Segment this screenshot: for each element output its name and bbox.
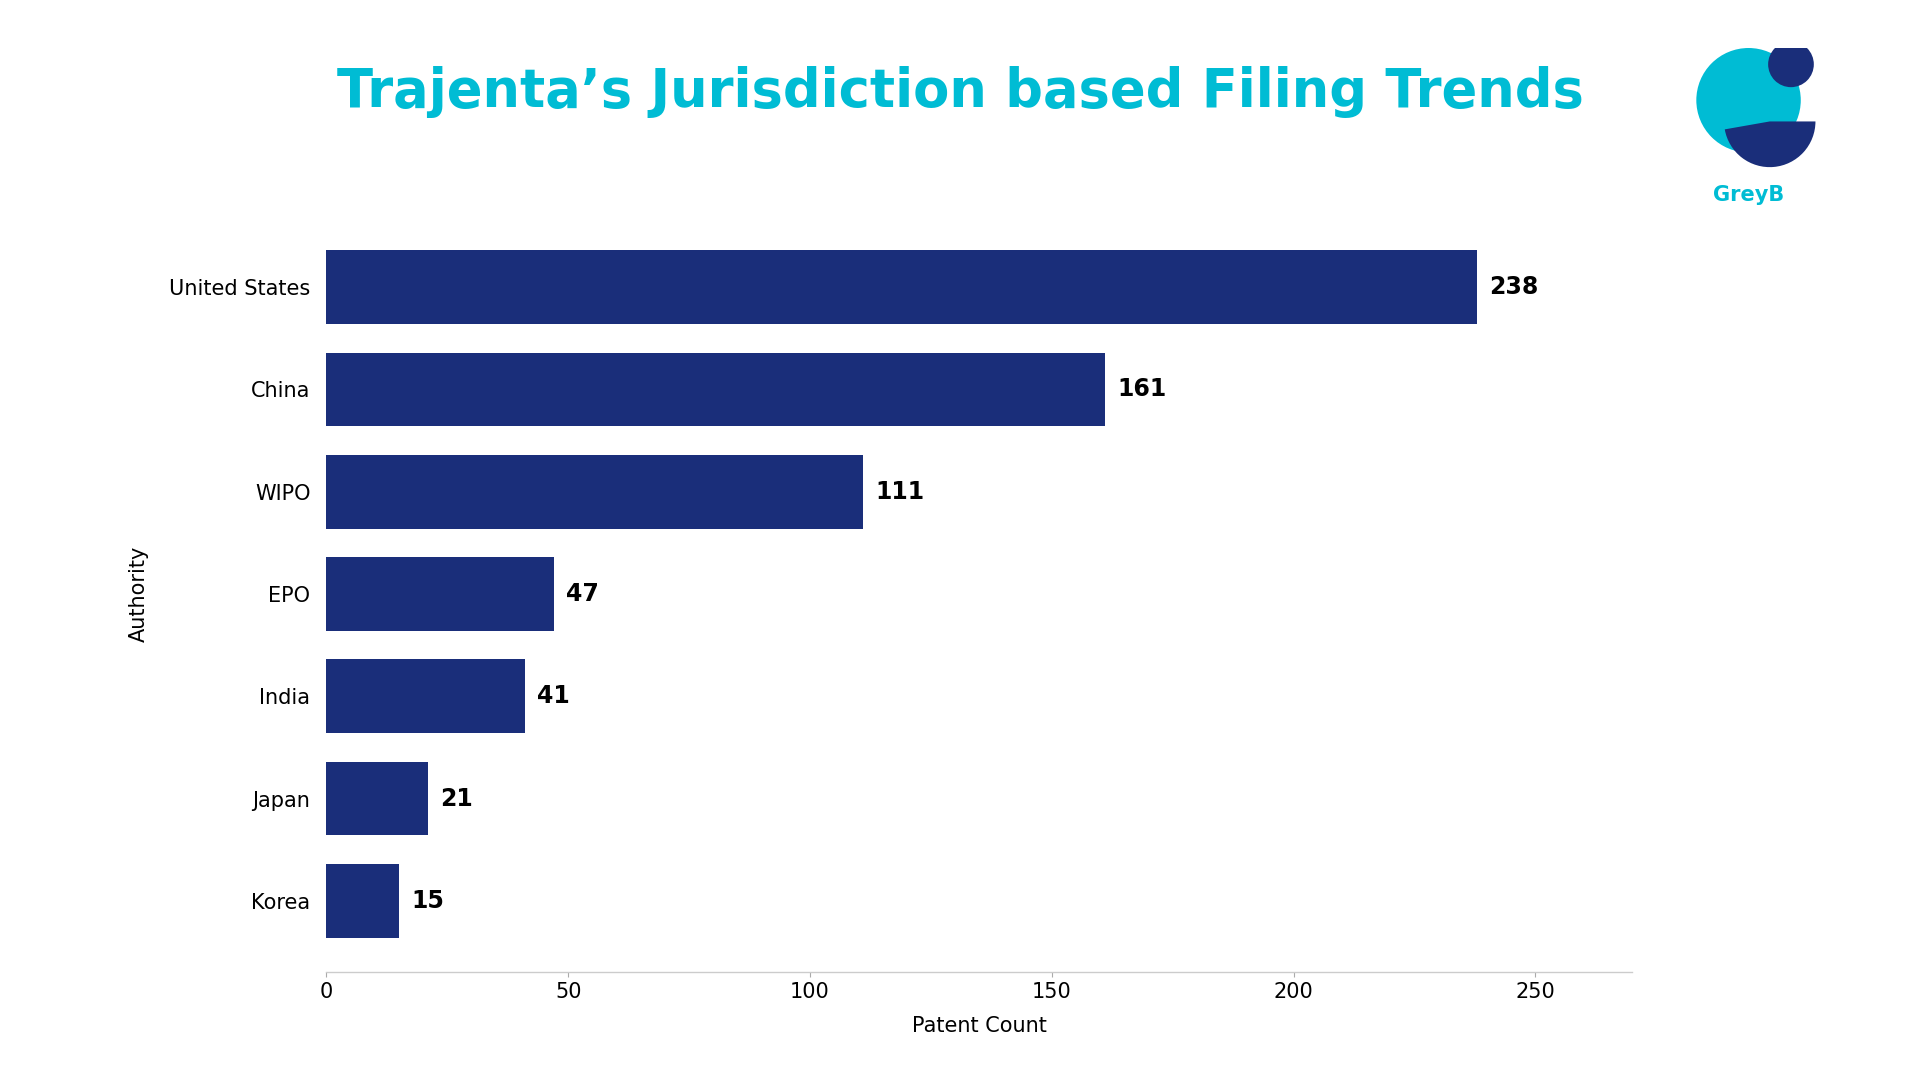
Text: GreyB: GreyB <box>1713 185 1784 205</box>
Circle shape <box>1697 48 1801 152</box>
X-axis label: Patent Count: Patent Count <box>912 1015 1046 1036</box>
Circle shape <box>1768 41 1814 87</box>
Bar <box>326 761 428 835</box>
Bar <box>326 864 399 937</box>
Bar <box>326 557 553 631</box>
Bar <box>326 455 864 528</box>
Y-axis label: Authority: Authority <box>129 545 148 643</box>
Text: 15: 15 <box>411 889 444 913</box>
Text: 47: 47 <box>566 582 599 606</box>
Text: 41: 41 <box>538 685 570 708</box>
Text: 111: 111 <box>876 480 924 503</box>
Text: Trajenta’s Jurisdiction based Filing Trends: Trajenta’s Jurisdiction based Filing Tre… <box>336 66 1584 118</box>
Text: 161: 161 <box>1117 377 1165 402</box>
Text: 238: 238 <box>1490 275 1538 299</box>
Bar <box>326 353 1104 427</box>
Bar <box>326 251 1476 324</box>
Wedge shape <box>1724 121 1816 167</box>
Text: 21: 21 <box>440 786 472 811</box>
Bar <box>326 660 524 733</box>
